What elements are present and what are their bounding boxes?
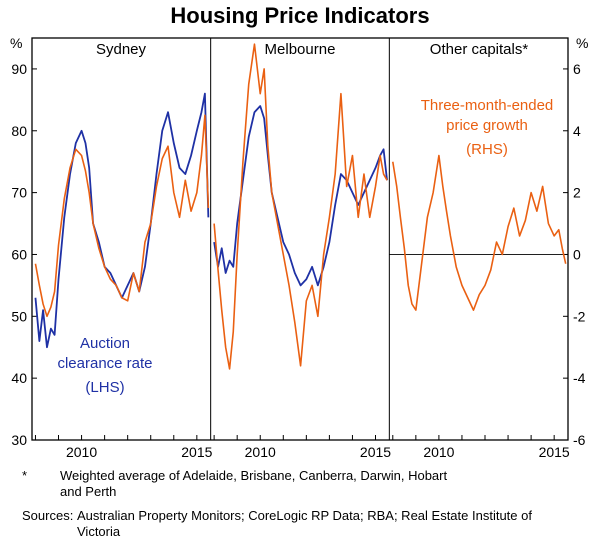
housing-price-chart: 90 80 70 60 50 40 30 6 4 2 0 -2 -4 -6 2010 2015 2010 2015…: [10, 35, 588, 460]
right-axis-tick-label: -2: [573, 308, 586, 324]
labels-layer: % % Sydney Melbourne Other capitals* Auc…: [10, 35, 588, 396]
right-axis-tick-label: 2: [573, 185, 581, 201]
left-axis-tick-label: 40: [11, 370, 27, 386]
right-axis-unit-label: %: [576, 35, 588, 51]
x-axis-tick-label: 2010: [423, 444, 454, 460]
left-axis-tick-label: 60: [11, 246, 27, 262]
x-axis-tick-label: 2010: [66, 444, 97, 460]
page-title: Housing Price Indicators: [170, 3, 430, 28]
panel-label-melbourne: Melbourne: [265, 41, 336, 58]
left-axis-unit-label: %: [10, 35, 22, 51]
footnote-sources-text: Australian Property Monitors; CoreLogic …: [77, 507, 532, 539]
x-axis-tick-label: 2015: [539, 444, 570, 460]
footnotes: * Weighted average of Adelaide, Brisbane…: [0, 462, 600, 540]
left-axis-tick-label: 50: [11, 308, 27, 324]
panel-label-other-capitals: Other capitals*: [430, 41, 529, 58]
plot-layer: 90 80 70 60 50 40 30 6 4 2 0 -2 -4 -6 2010 2015 2010 2015…: [11, 37, 586, 460]
rhs-annotation-line3: (RHS): [466, 141, 508, 158]
right-axis-tick-label: 4: [573, 123, 581, 139]
right-axis-tick-label: 6: [573, 61, 581, 77]
footnote-asterisk-marker: *: [22, 468, 28, 483]
footnote-sources: Sources: Australian Property Monitors; C…: [22, 508, 582, 541]
x-axis-tick-label: 2010: [245, 444, 276, 460]
series-line: [34, 114, 210, 318]
x-axis-tick-label: 2015: [181, 444, 212, 460]
plot-frame: [31, 37, 569, 441]
left-axis-tick-label: 80: [11, 123, 27, 139]
right-axis-tick-label: -6: [573, 432, 586, 448]
footnote-asterisk: * Weighted average of Adelaide, Brisbane…: [22, 468, 582, 501]
panel-label-sydney: Sydney: [96, 41, 147, 58]
left-axis-tick-label: 70: [11, 185, 27, 201]
series-line: [213, 43, 388, 370]
lhs-annotation-line1: Auction: [80, 335, 130, 352]
lhs-annotation-line3: (LHS): [85, 379, 124, 396]
right-axis-tick-label: -4: [573, 370, 586, 386]
rhs-annotation-line1: Three-month-ended: [421, 97, 554, 114]
x-axis-tick-label: 2015: [360, 444, 391, 460]
right-axis-tick-label: 0: [573, 246, 581, 262]
left-axis-tick-label: 30: [11, 432, 27, 448]
lhs-annotation-line2: clearance rate: [57, 355, 152, 372]
left-axis-tick-label: 90: [11, 61, 27, 77]
rhs-annotation-line2: price growth: [446, 117, 528, 134]
footnote-asterisk-text: Weighted average of Adelaide, Brisbane, …: [60, 468, 448, 500]
series-line: [391, 154, 567, 311]
footnote-sources-label: Sources:: [22, 507, 74, 523]
